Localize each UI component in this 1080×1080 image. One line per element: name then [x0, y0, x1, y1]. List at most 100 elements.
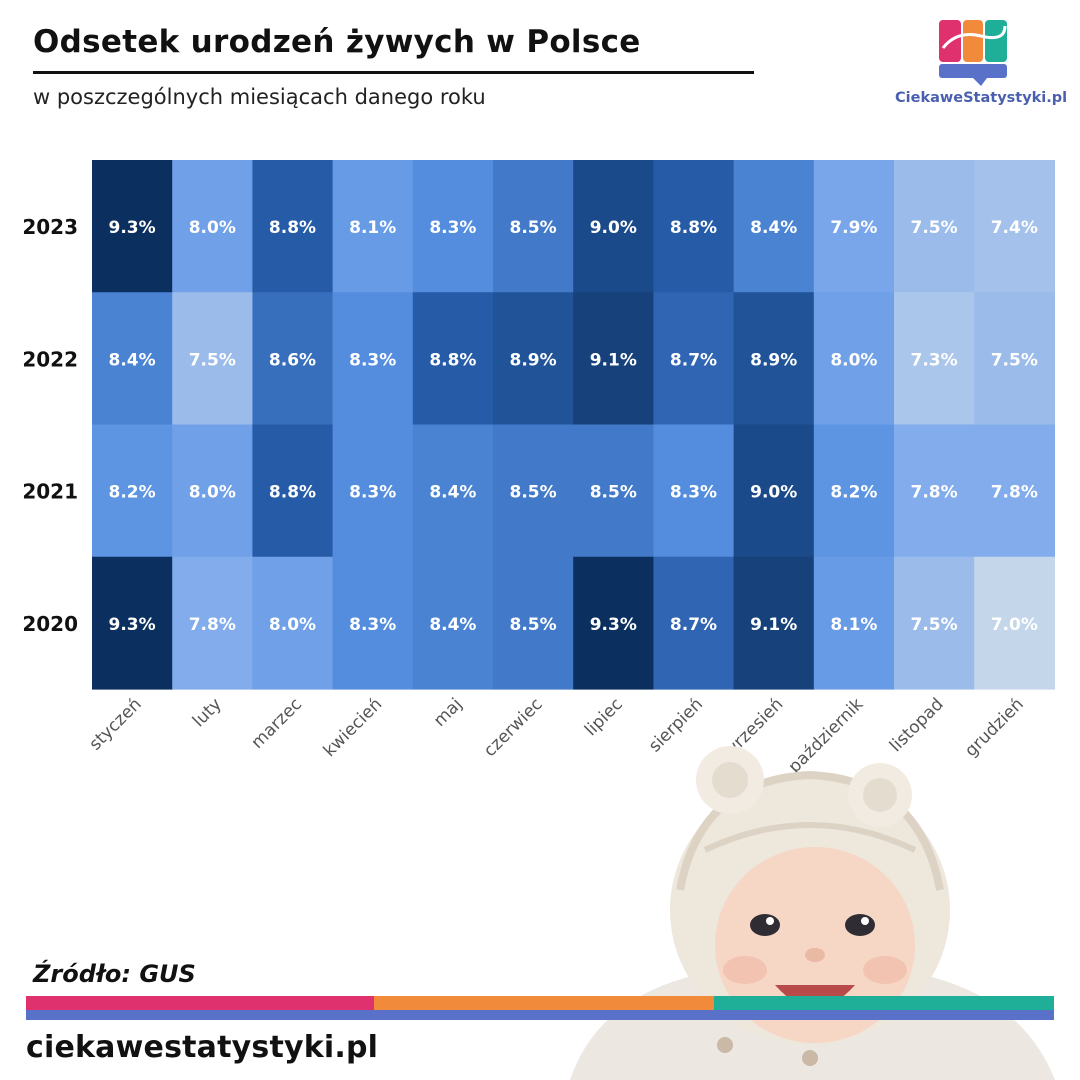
x-tick-label: kwiecień — [320, 694, 387, 761]
cell-value-label: 8.1% — [349, 218, 396, 238]
cell-value-label: 8.3% — [349, 615, 396, 635]
cell-value-label: 9.1% — [590, 350, 637, 370]
heatmap-cell — [412, 424, 494, 558]
cell-value-label: 8.9% — [750, 350, 797, 370]
heatmap-cell — [974, 424, 1055, 558]
logo: CiekaweStatystyki.pl — [895, 18, 1068, 118]
site-url: ciekawestatystyki.pl — [26, 1030, 379, 1065]
heatmap-cell — [332, 292, 414, 426]
heatmap-cell — [974, 160, 1055, 293]
heatmap-cell — [172, 292, 253, 426]
x-tick-label: marzec — [248, 694, 306, 752]
cell-value-label: 7.8% — [189, 615, 236, 635]
heatmap-cell — [653, 556, 735, 690]
y-tick-label: 2022 — [22, 347, 78, 371]
heatmap-cell — [252, 160, 334, 293]
cell-value-label: 8.8% — [269, 218, 316, 238]
baby-photo — [570, 746, 1055, 1080]
heatmap-cell — [813, 160, 895, 293]
heatmap-cell — [974, 556, 1055, 690]
cell-value-label: 8.9% — [510, 350, 557, 370]
cell-value-label: 8.2% — [830, 483, 877, 503]
cell-value-label: 8.2% — [109, 483, 156, 503]
cell-value-label: 8.7% — [670, 615, 717, 635]
cell-value-label: 8.3% — [670, 483, 717, 503]
heatmap-cell — [332, 424, 414, 558]
heatmap-cell — [813, 556, 895, 690]
heatmap-cell — [412, 292, 494, 426]
stripe-teal — [714, 996, 1054, 1010]
cell-value-label: 8.5% — [510, 483, 557, 503]
heatmap-cell — [172, 160, 253, 293]
heatmap-cell — [252, 292, 334, 426]
heatmap-cell — [92, 424, 173, 558]
cell-value-label: 8.5% — [590, 483, 637, 503]
heatmap-cell — [894, 160, 975, 293]
cell-value-label: 8.4% — [429, 483, 476, 503]
stripe-pink — [26, 996, 374, 1010]
heatmap-cell — [493, 292, 574, 426]
cell-value-label: 7.4% — [991, 218, 1038, 238]
cell-value-label: 7.5% — [911, 218, 958, 238]
cell-value-label: 8.0% — [189, 483, 236, 503]
y-tick-label: 2023 — [22, 215, 78, 239]
heatmap-cell — [92, 160, 173, 293]
cell-value-label: 7.8% — [911, 483, 958, 503]
cell-value-label: 8.0% — [269, 615, 316, 635]
heatmap-cell — [252, 556, 334, 690]
heatmap-cell — [813, 424, 895, 558]
y-tick-label: 2020 — [22, 612, 78, 636]
source-note: Źródło: GUS — [33, 960, 196, 988]
heatmap-cell — [573, 292, 654, 426]
heatmap-cell — [894, 292, 975, 426]
cell-value-label: 8.7% — [670, 350, 717, 370]
cell-value-label: 8.0% — [830, 350, 877, 370]
heatmap-chart: 2023 9.3% 8.0% 8.8% 8.1% 8.3% 8.5% 9.0% 8.8% 8.4%… — [22, 160, 1055, 777]
heatmap-cell — [974, 292, 1055, 426]
cell-value-label: 8.6% — [269, 350, 316, 370]
title-underline — [33, 71, 754, 74]
cell-value-label: 7.5% — [991, 350, 1038, 370]
heatmap-cell — [653, 424, 735, 558]
stripe-blue — [26, 1010, 1054, 1020]
heatmap-cell — [493, 556, 574, 690]
cell-value-label: 9.3% — [109, 218, 156, 238]
page-subtitle: w poszczególnych miesiącach danego roku — [33, 85, 486, 109]
heatmap-cell — [92, 292, 173, 426]
heatmap-cell — [332, 160, 414, 293]
heatmap-cell — [412, 556, 494, 690]
x-tick-label: styczeń — [85, 694, 145, 754]
color-stripes — [26, 996, 1054, 1024]
stripe-orange — [374, 996, 714, 1010]
cell-value-label: 8.4% — [109, 350, 156, 370]
cell-value-label: 8.8% — [670, 218, 717, 238]
x-tick-label: lipiec — [581, 694, 627, 740]
cell-value-label: 8.3% — [429, 218, 476, 238]
cell-value-label: 7.5% — [189, 350, 236, 370]
x-tick-label: czerwiec — [480, 694, 547, 761]
cell-value-label: 9.0% — [750, 483, 797, 503]
cell-value-label: 8.4% — [429, 615, 476, 635]
cell-value-label: 7.5% — [911, 615, 958, 635]
heatmap-cell — [172, 556, 253, 690]
heatmap-cell — [573, 160, 654, 293]
cell-value-label: 7.0% — [991, 615, 1038, 635]
heatmap-cell — [172, 424, 253, 558]
cell-value-label: 9.1% — [750, 615, 797, 635]
heatmap-cell — [493, 424, 574, 558]
logo-icon — [939, 20, 1007, 86]
heatmap-cell — [733, 424, 815, 558]
cell-value-label: 7.3% — [911, 350, 958, 370]
heatmap-cell — [493, 160, 574, 293]
cell-value-label: 7.9% — [830, 218, 877, 238]
heatmap-cell — [252, 424, 334, 558]
logo-text: CiekaweStatystyki.pl — [895, 90, 1068, 106]
cell-value-label: 9.3% — [590, 615, 637, 635]
cell-value-label: 8.1% — [830, 615, 877, 635]
heatmap-cell — [412, 160, 494, 293]
cell-value-label: 8.5% — [510, 615, 557, 635]
heatmap-cell — [733, 556, 815, 690]
x-tick-label: luty — [189, 694, 226, 731]
cell-value-label: 8.0% — [189, 218, 236, 238]
cell-value-label: 7.8% — [991, 483, 1038, 503]
